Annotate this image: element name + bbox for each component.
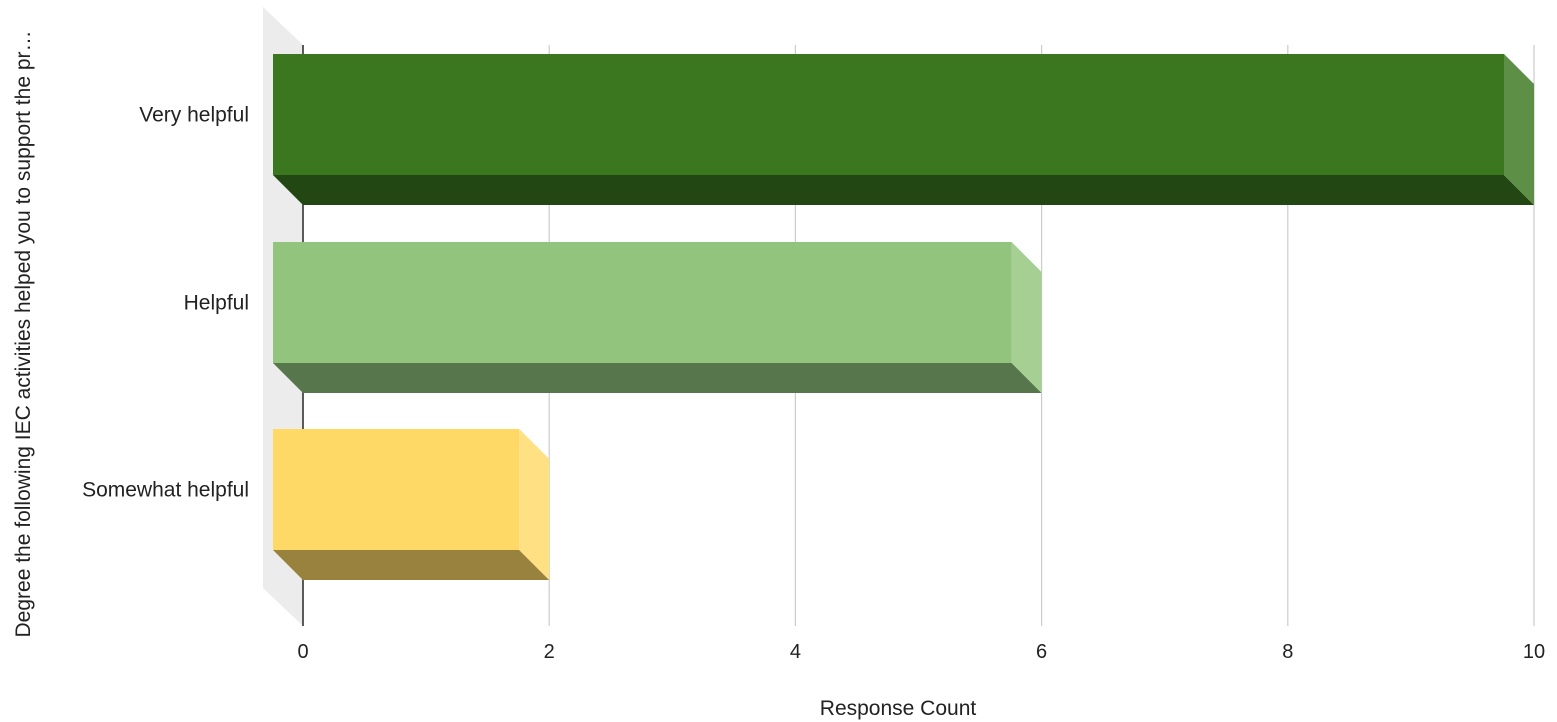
y-category-label: Very helpful: [139, 104, 249, 127]
bar-end-face: [1504, 54, 1534, 205]
x-tick-label: 6: [1036, 641, 1047, 663]
x-tick-labels: 0 2 4 6 8 10: [297, 641, 1545, 663]
x-tick-label: 8: [1282, 641, 1293, 663]
bar-end-face: [519, 429, 550, 580]
x-tick-label: 0: [297, 641, 308, 663]
bar-bottom-face: [273, 363, 1042, 393]
bar-front-face: [273, 54, 1504, 175]
bar-front-face: [273, 242, 1012, 363]
bar: [273, 54, 1534, 205]
bars: [273, 54, 1534, 580]
bar: [273, 242, 1042, 393]
x-tick-label: 2: [544, 641, 555, 663]
bar: [273, 429, 550, 580]
x-axis-title: Response Count: [820, 697, 977, 720]
y-category-labels: Very helpful Helpful Somewhat helpful: [82, 104, 249, 502]
bar-front-face: [273, 429, 520, 550]
y-category-label: Helpful: [184, 292, 249, 315]
y-category-label: Somewhat helpful: [82, 479, 249, 502]
bar-end-face: [1011, 242, 1042, 393]
x-tick-label: 10: [1523, 641, 1545, 663]
x-tick-label: 4: [790, 641, 801, 663]
bar-bottom-face: [273, 175, 1534, 205]
y-axis-title: Degree the following IEC activities help…: [12, 30, 35, 637]
bar-bottom-face: [273, 550, 550, 580]
